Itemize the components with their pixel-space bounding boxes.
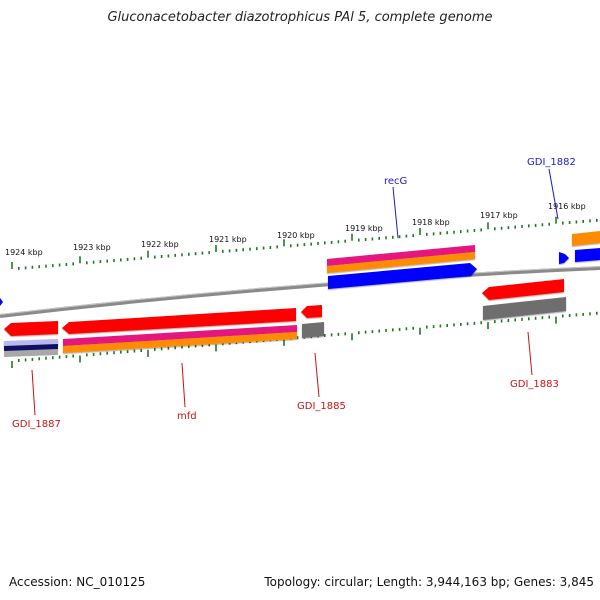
left-edge-blue-mark	[0, 298, 3, 306]
gene-label-GDI_1882[interactable]: GDI_1882	[527, 157, 576, 168]
mfd-cds-arrow	[62, 308, 296, 334]
mfd-leader	[181, 362, 186, 408]
GDI_1883-cds-arrow	[482, 279, 564, 300]
GDI_1882-cds-arrow	[559, 252, 569, 264]
GDI_1882-leader	[548, 168, 559, 220]
recG-cds-arrow	[328, 263, 477, 289]
right-edge-orange-feature	[572, 231, 600, 246]
gene-label-recG[interactable]: recG	[384, 176, 407, 187]
tick-label-1923: 1923 kbp	[73, 243, 111, 252]
GDI_1885-leader	[314, 352, 320, 398]
gene-label-GDI_1883[interactable]: GDI_1883	[510, 379, 559, 390]
feature-GDI_1887[interactable]	[4, 321, 58, 357]
feature-mfd[interactable]	[62, 308, 297, 353]
recG-pink-feature	[327, 245, 475, 266]
GDI_1883-leader	[527, 331, 533, 376]
mfd-orange-feature	[63, 332, 297, 353]
GDI_1883-gray-feature	[483, 297, 566, 320]
gene-label-GDI_1885[interactable]: GDI_1885	[297, 401, 346, 412]
genome-backbone-highlight	[0, 266, 600, 315]
tick-label-1918: 1918 kbp	[412, 218, 450, 227]
GDI_1887-gray-feature	[4, 349, 58, 357]
GDI_1887-cds-arrow	[4, 321, 58, 336]
tick-label-1924: 1924 kbp	[5, 248, 43, 257]
GDI_1887-leader	[31, 369, 36, 416]
genome-summary-text: Topology: circular; Length: 3,944,163 bp…	[264, 575, 594, 589]
inner-tick-track	[11, 311, 598, 368]
feature-right-edge[interactable]	[572, 231, 600, 262]
genome-backbone	[0, 266, 600, 318]
feature-GDI_1885[interactable]	[301, 305, 324, 338]
map-title: Gluconacetobacter diazotrophicus PAl 5, …	[107, 10, 493, 25]
tick-label-1917: 1917 kbp	[480, 211, 518, 220]
tick-label-1920: 1920 kbp	[277, 231, 315, 240]
GDI_1885-cds-arrow	[301, 305, 322, 318]
gene-label-GDI_1887[interactable]: GDI_1887	[12, 419, 61, 430]
tick-label-1922: 1922 kbp	[141, 240, 179, 249]
recG-leader	[392, 186, 399, 239]
recG-orange-feature	[327, 252, 475, 273]
feature-GDI_1882[interactable]	[559, 252, 569, 264]
tick-label-1921: 1921 kbp	[209, 235, 247, 244]
mfd-pink-feature	[63, 325, 297, 346]
GDI_1885-gray-feature	[302, 322, 324, 338]
accession-text: Accession: NC_010125	[9, 575, 146, 589]
gene-label-mfd[interactable]: mfd	[177, 411, 197, 422]
outer-tick-track	[11, 216, 598, 270]
right-edge-blue-feature	[575, 248, 600, 262]
feature-GDI_1883[interactable]	[482, 279, 566, 320]
tick-label-1916: 1916 kbp	[548, 202, 586, 211]
tick-label-1919: 1919 kbp	[345, 224, 383, 233]
feature-recG[interactable]	[327, 245, 477, 289]
